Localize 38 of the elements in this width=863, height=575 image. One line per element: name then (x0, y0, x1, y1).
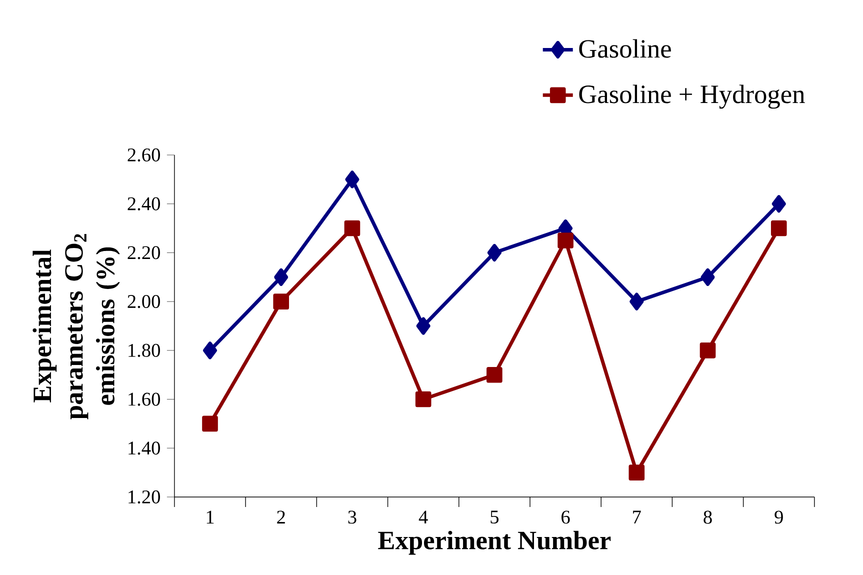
point (202, 342, 218, 360)
x-tick-label: 4 (418, 510, 428, 524)
x-tick-label: 5 (490, 510, 499, 524)
point (415, 391, 432, 408)
point (486, 366, 502, 383)
y-tick-label: 2.40 (128, 197, 160, 210)
x-tick-label: 2 (277, 510, 285, 524)
x-tick-label: 7 (633, 510, 641, 524)
x-axis-title: Experiment Number (378, 530, 611, 555)
point (630, 292, 644, 310)
x-tick-label: 8 (704, 510, 712, 524)
point (344, 220, 360, 236)
x-tick-label: 9 (774, 510, 783, 524)
point (770, 220, 787, 236)
point (345, 170, 360, 188)
point (487, 244, 502, 262)
legend-label: Gasoline + Hydrogen (579, 84, 805, 109)
y-tick-label: 1.20 (128, 490, 160, 504)
point (772, 195, 786, 213)
y-tick-label: 2.60 (128, 148, 160, 162)
x-tick-label: 6 (562, 510, 570, 524)
point (202, 416, 218, 432)
point (273, 294, 290, 310)
x-tick-label: 3 (348, 510, 356, 524)
y-tick-label: 1.60 (128, 392, 160, 406)
point (558, 232, 574, 248)
point (700, 342, 716, 358)
point (700, 268, 715, 286)
y-tick-label: 1.40 (128, 442, 160, 455)
y-tick-label: 2.20 (128, 246, 160, 260)
x-tick-label: 1 (206, 510, 214, 524)
point (274, 268, 288, 286)
y-tick-label: 1.80 (128, 344, 160, 357)
point (416, 317, 430, 335)
legend-label: Gasoline (579, 39, 671, 58)
y-tick-label: 2.00 (128, 295, 160, 308)
y-axis-title: Experimental parameters CO$_{2}$ emissions (%) (32, 234, 120, 420)
point (628, 464, 645, 480)
